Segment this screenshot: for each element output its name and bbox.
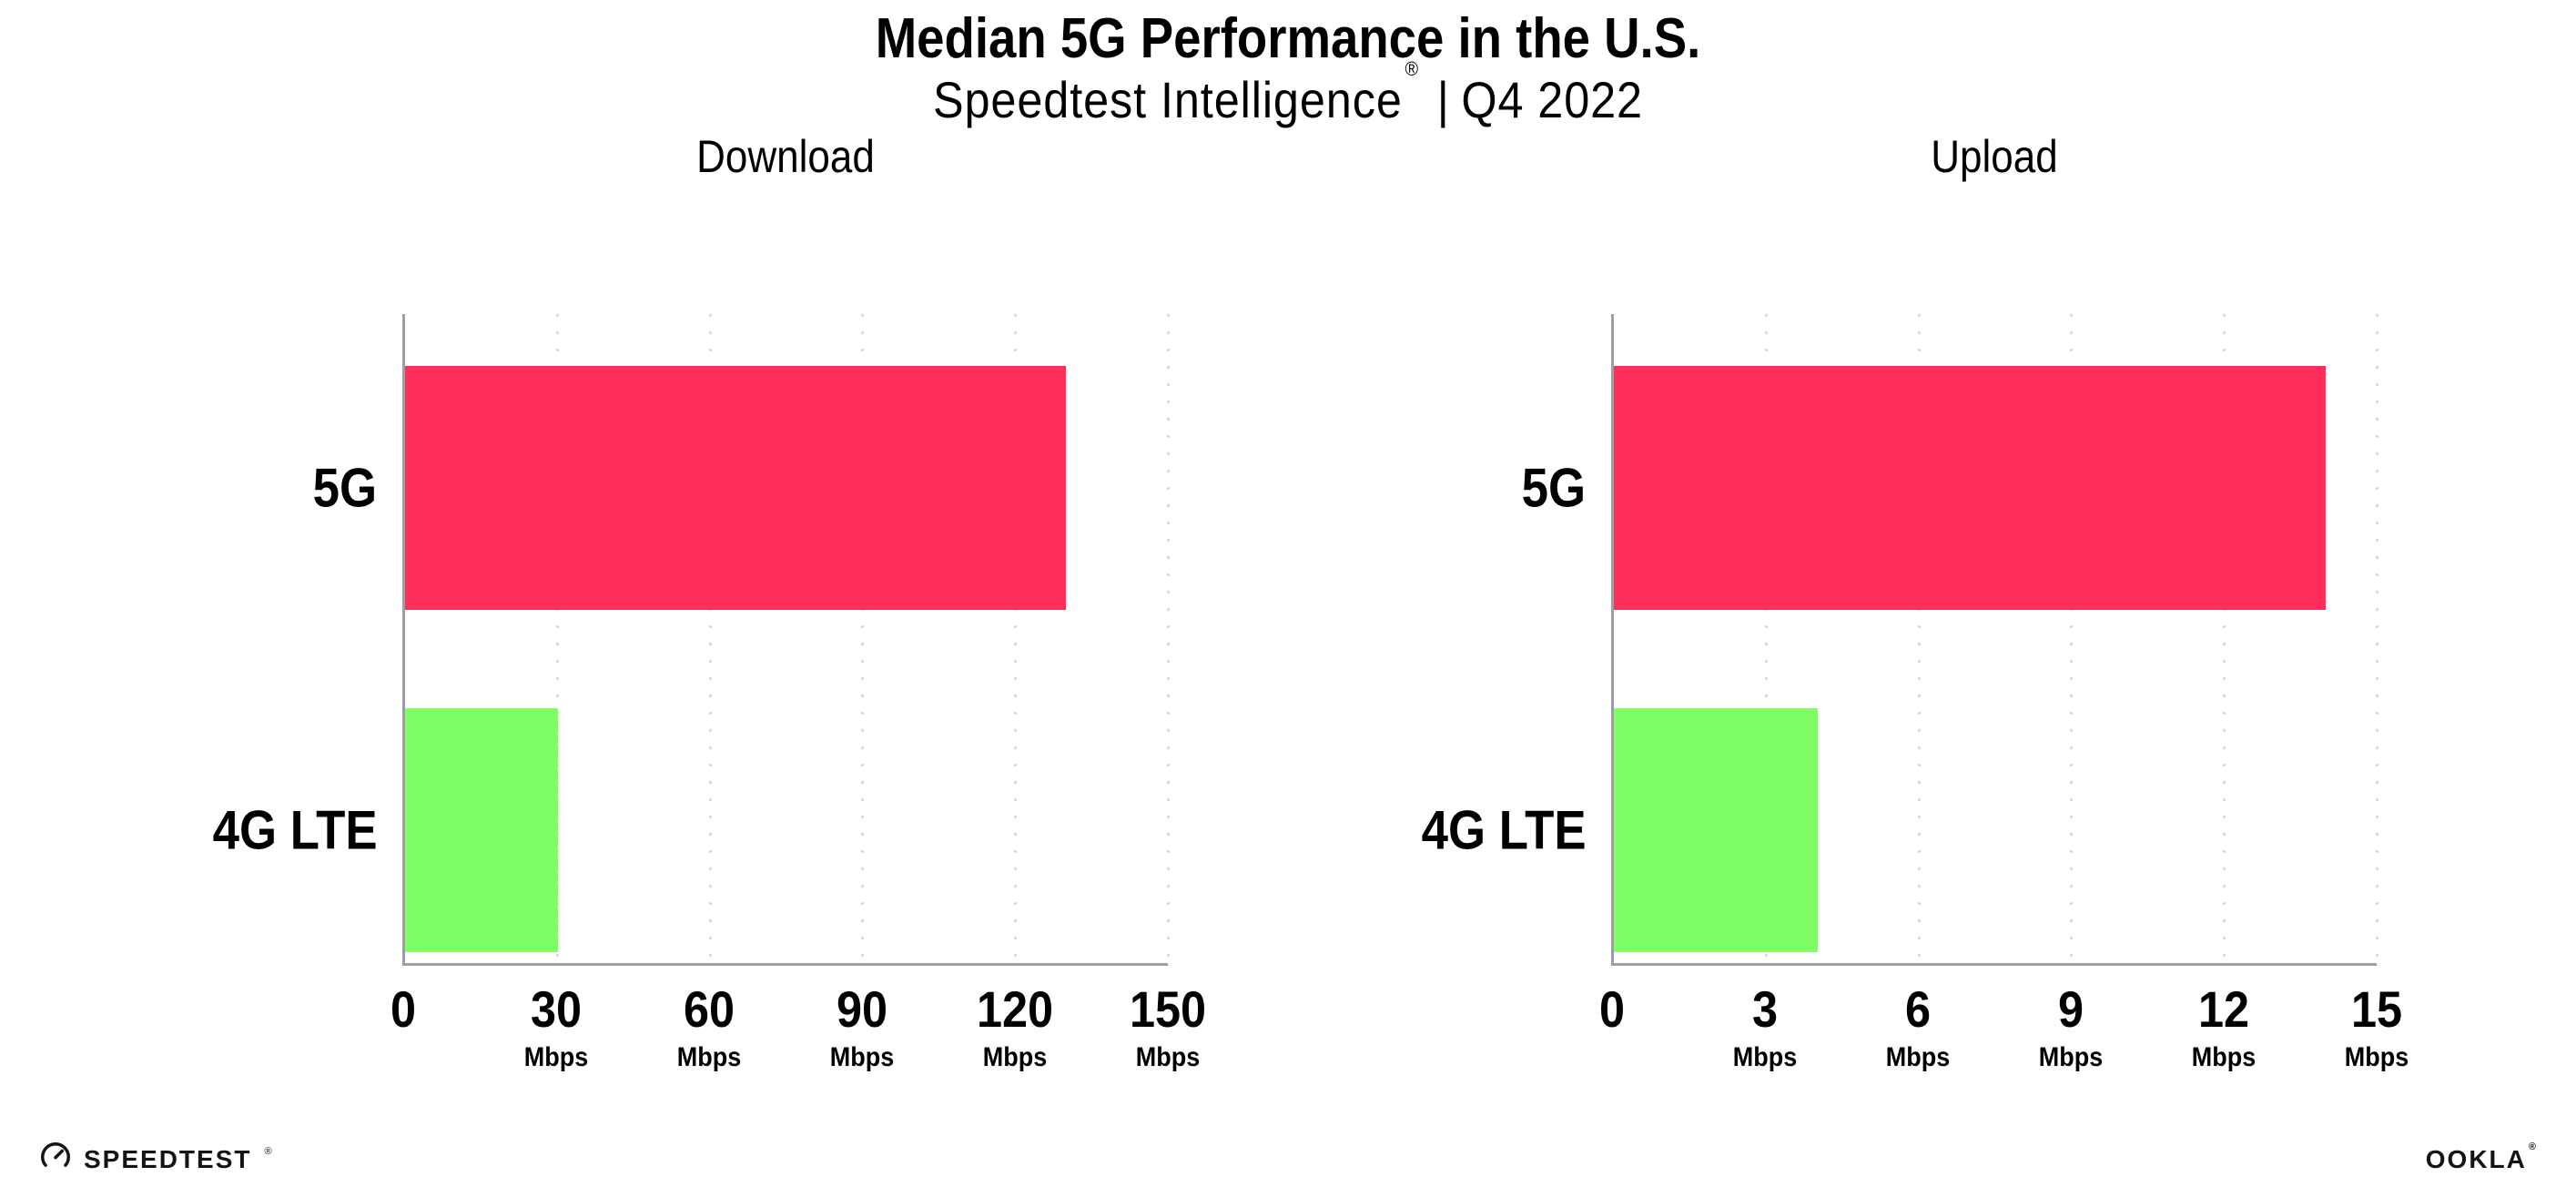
bar-5g [1614, 366, 2327, 610]
download-y-axis-labels: 5G 4G LTE [112, 314, 402, 963]
footer: SPEEDTEST ® OOKLA ® [38, 1140, 2538, 1179]
ookla-logo: OOKLA ® [2425, 1141, 2538, 1174]
page-subtitle: Speedtest Intelligence® | Q4 2022 [129, 58, 2448, 129]
gridline-60 [708, 314, 712, 963]
x-tick-15: 15 Mbps [2345, 984, 2409, 1071]
bar-5g [405, 366, 1067, 610]
category-label-5g: 5G [312, 457, 378, 519]
x-tick-value: 120 [976, 980, 1054, 1038]
category-label-4g-lte: 4G LTE [212, 799, 378, 861]
x-tick-3: 3 Mbps [1733, 984, 1797, 1071]
gridline-15 [2375, 314, 2378, 963]
x-tick-unit: Mbps [829, 1042, 895, 1072]
x-tick-value: 3 [1751, 980, 1779, 1038]
ookla-registered-mark: ® [2528, 1141, 2538, 1153]
x-tick-value: 150 [1129, 980, 1207, 1038]
x-tick-unit: Mbps [523, 1042, 589, 1072]
speedtest-wordmark: SPEEDTEST [84, 1144, 252, 1173]
gridline-3 [1765, 314, 1769, 963]
x-tick-value: 6 [1904, 980, 1932, 1038]
x-tick-value: 9 [2057, 980, 2084, 1038]
page-title: Median 5G Performance in the U.S. [875, 7, 1701, 70]
category-label-4g-lte: 4G LTE [1421, 799, 1587, 861]
upload-chart-title: Upload [1931, 131, 2058, 182]
gridline-150 [1166, 314, 1170, 963]
x-tick-unit: Mbps [2191, 1042, 2257, 1072]
bar-4g-lte [1614, 708, 1818, 952]
x-tick-value: 0 [390, 980, 417, 1038]
x-tick-unit: Mbps [1135, 1042, 1201, 1072]
x-tick-value: 60 [683, 980, 735, 1038]
upload-plot-area [1611, 314, 2378, 966]
upload-plot-row: 5G 4G LTE [1321, 314, 2378, 966]
x-tick-150: 150 Mbps [1130, 984, 1206, 1071]
category-label-5g: 5G [1521, 457, 1587, 519]
gridline-6 [1917, 314, 1921, 963]
gridline-90 [861, 314, 865, 963]
download-x-axis: 0 30 Mbps 60 Mbps 90 Mbps 120 Mbps 150 Mbps [390, 966, 1206, 1102]
header: Median 5G Performance in the U.S. Speedt… [0, 9, 2576, 127]
x-tick-unit: Mbps [676, 1042, 742, 1072]
subtitle-brand: Speedtest Intelligence [932, 71, 1403, 129]
x-tick-0: 0 [1599, 984, 1625, 1035]
upload-x-axis: 0 3 Mbps 6 Mbps 9 Mbps 12 Mbps 15 Mbps [1599, 966, 2409, 1102]
download-plot-area [402, 314, 1170, 966]
registered-mark: ® [1405, 57, 1419, 81]
x-tick-unit: Mbps [1885, 1042, 1951, 1072]
upload-y-axis-labels: 5G 4G LTE [1321, 314, 1611, 963]
x-tick-30: 30 Mbps [524, 984, 588, 1071]
x-tick-9: 9 Mbps [2039, 984, 2103, 1071]
x-tick-value: 15 [2350, 980, 2403, 1038]
x-tick-unit: Mbps [2344, 1042, 2409, 1072]
x-tick-unit: Mbps [2038, 1042, 2104, 1072]
x-tick-0: 0 [390, 984, 416, 1035]
x-tick-unit: Mbps [982, 1042, 1048, 1072]
gridline-30 [556, 314, 560, 963]
charts-row: Download 5G 4G LTE 0 30 Mbps 60 Mbps 90 Mbps 120… [112, 131, 2409, 1102]
download-chart: Download 5G 4G LTE 0 30 Mbps 60 Mbps 90 Mbps 120… [112, 131, 1206, 1102]
upload-chart: Upload 5G 4G LTE 0 3 Mbps 6 Mbps 9 Mbps 12 Mbps 15… [1321, 131, 2409, 1102]
x-tick-6: 6 Mbps [1886, 984, 1950, 1071]
bar-4g-lte [405, 708, 558, 952]
gridline-9 [2070, 314, 2074, 963]
x-tick-90: 90 Mbps [830, 984, 894, 1071]
gridline-120 [1013, 314, 1017, 963]
x-tick-unit: Mbps [1732, 1042, 1798, 1072]
gridline-12 [2222, 314, 2226, 963]
speedtest-logo: SPEEDTEST ® [38, 1140, 272, 1179]
ookla-wordmark: OOKLA [2425, 1144, 2527, 1173]
subtitle-period: Q4 2022 [1461, 71, 1643, 129]
download-chart-title: Download [696, 131, 875, 182]
x-tick-120: 120 Mbps [977, 984, 1053, 1071]
x-tick-value: 30 [530, 980, 583, 1038]
x-tick-value: 0 [1598, 980, 1626, 1038]
speedtest-gauge-icon [38, 1140, 73, 1179]
x-tick-12: 12 Mbps [2192, 984, 2256, 1071]
subtitle-separator: | [1436, 71, 1450, 129]
x-tick-value: 90 [836, 980, 888, 1038]
x-tick-60: 60 Mbps [677, 984, 741, 1071]
speedtest-registered-mark: ® [264, 1145, 272, 1157]
download-plot-row: 5G 4G LTE [112, 314, 1170, 966]
x-tick-value: 12 [2197, 980, 2250, 1038]
